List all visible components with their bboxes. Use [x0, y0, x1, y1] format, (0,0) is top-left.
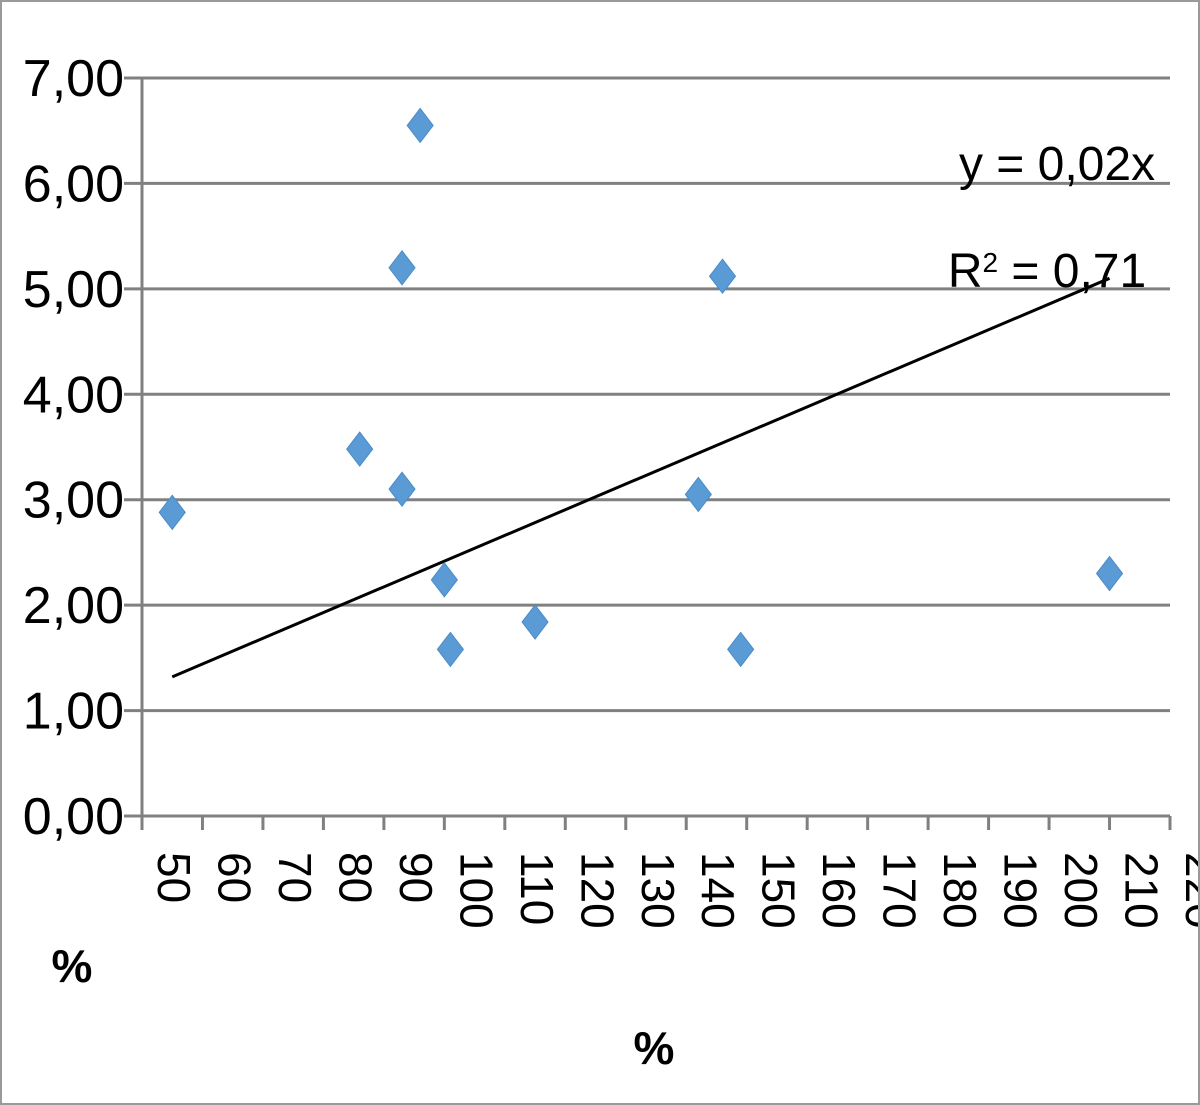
data-point [684, 476, 712, 513]
x-tick-label: 210 [1116, 852, 1168, 929]
x-tick-label: 90 [390, 852, 442, 903]
x-tick-label: 100 [450, 852, 502, 929]
data-point [388, 471, 416, 507]
y-tick-label: 4,00 [23, 366, 124, 424]
x-unit-label: % [52, 940, 93, 992]
x-tick-label: 80 [329, 852, 381, 903]
y-tick-label: 5,00 [23, 261, 124, 319]
x-axis-title: % [634, 1022, 675, 1074]
x-tick-label: 130 [632, 852, 684, 929]
data-point [388, 249, 416, 286]
x-tick-label: 150 [753, 852, 805, 929]
data-point [708, 258, 737, 295]
x-tick-label: 120 [571, 852, 623, 929]
grid-lines [124, 76, 1170, 818]
axes [140, 78, 1172, 830]
x-tick-label: 180 [934, 852, 986, 929]
x-tick-label: 220 [1176, 852, 1198, 929]
data-points [158, 107, 1124, 668]
data-point [727, 631, 755, 668]
data-point [521, 604, 549, 640]
data-point [158, 494, 186, 531]
y-tick-label: 3,00 [23, 472, 124, 530]
x-tick-label: 160 [813, 852, 865, 929]
data-point [436, 631, 465, 668]
y-tick-label: 1,00 [23, 683, 124, 741]
r-squared-label: R2 = 0,71 [948, 245, 1146, 298]
x-tick-label: 50 [148, 852, 200, 903]
trendline [171, 276, 1111, 679]
y-tick-label: 0,00 [23, 788, 124, 846]
data-point [346, 431, 374, 467]
x-tick-label: 60 [208, 852, 260, 903]
y-tick-label: 7,00 [23, 50, 124, 108]
trendline-equation: y = 0,02x [959, 138, 1155, 191]
y-tick-label: 6,00 [23, 155, 124, 213]
x-tick-label: 110 [511, 852, 563, 925]
x-tick-label: 170 [874, 852, 926, 929]
y-tick-label: 2,00 [23, 577, 124, 635]
data-point [1095, 555, 1124, 592]
data-point [406, 107, 434, 144]
trendline-layer [171, 276, 1111, 679]
x-tick-label: 70 [269, 852, 321, 903]
data-point [430, 562, 458, 598]
tick-labels: 0,00 1,00 2,00 3,00 4,00 5,00 6,00 7,00 50 60 70 80… [23, 50, 1198, 929]
x-tick-label: 200 [1055, 852, 1107, 929]
x-tick-label: 190 [995, 852, 1047, 929]
x-tick-label: 140 [692, 852, 744, 929]
